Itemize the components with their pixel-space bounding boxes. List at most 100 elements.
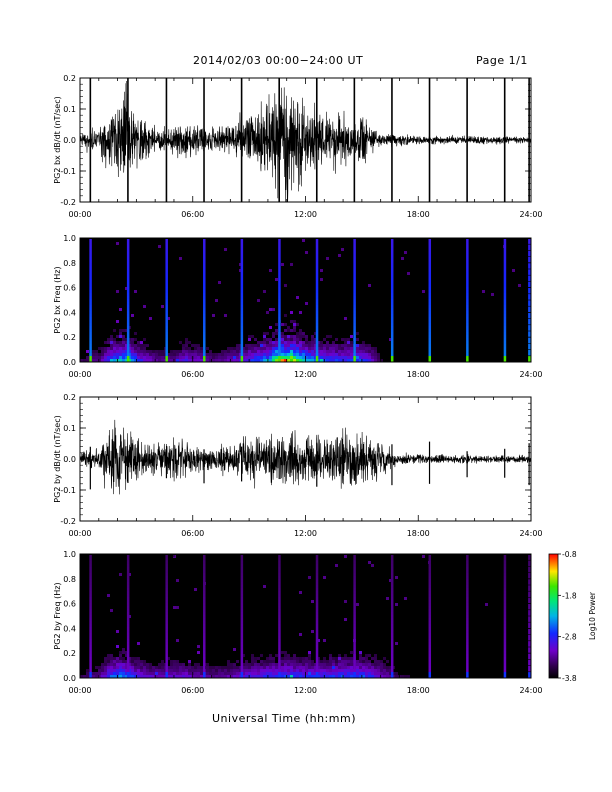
calibration-stripe-cell — [503, 245, 507, 248]
calibration-stripe-cell — [528, 561, 531, 564]
spectrogram-cell — [374, 669, 377, 672]
calibration-stripe-cell — [390, 657, 394, 660]
spectrogram-cell — [143, 344, 146, 347]
spectrogram-cell — [206, 672, 209, 675]
spectrogram-cell — [119, 663, 122, 666]
spectrogram-cell — [344, 657, 347, 660]
spectrogram-cell — [365, 359, 368, 362]
colorbar-tick-label: -0.8 — [562, 550, 577, 559]
calibration-stripe-cell — [428, 624, 432, 627]
spectrogram-cell — [254, 657, 257, 660]
spectrogram-cell — [281, 666, 284, 669]
calibration-stripe-cell — [278, 612, 281, 615]
spectrogram-cell — [290, 675, 293, 678]
spectrogram-cell — [326, 660, 329, 663]
calibration-stripe-cell — [240, 245, 244, 248]
calibration-stripe-cell — [528, 630, 531, 633]
spectrogram-cell — [326, 341, 329, 344]
spectrogram-cell — [116, 242, 119, 245]
spectrogram-cell — [137, 666, 140, 669]
spectrogram-cell — [281, 353, 284, 356]
spectrogram-cell — [347, 359, 350, 362]
spectrogram-cell — [95, 353, 98, 356]
spectrogram-cell — [158, 675, 161, 678]
spectrogram-cell — [311, 672, 314, 675]
spectrogram-cell — [122, 666, 125, 669]
spectrogram-cell — [320, 353, 323, 356]
spectrogram-cell — [365, 669, 368, 672]
calibration-stripe-cell — [165, 660, 168, 663]
calibration-stripe-cell — [203, 299, 206, 302]
calibration-stripe-cell — [126, 612, 130, 615]
calibration-stripe-cell — [503, 588, 507, 591]
spectrogram-cell — [131, 353, 134, 356]
calibration-stripe-cell — [165, 272, 168, 275]
calibration-stripe-cell — [315, 356, 319, 359]
calibration-stripe-cell — [390, 618, 394, 621]
spectrogram-cell — [302, 675, 305, 678]
spectrogram-cell — [281, 332, 284, 335]
spectrogram-cell — [194, 344, 197, 347]
calibration-stripe-cell — [428, 269, 432, 272]
calibration-stripe-cell — [390, 561, 394, 564]
spectrogram-cell — [386, 669, 389, 672]
spectrogram-cell — [227, 675, 230, 678]
spectrogram-cell — [290, 350, 293, 353]
calibration-stripe-cell — [203, 561, 206, 564]
spectrogram-cell — [299, 356, 302, 359]
spectrogram-cell — [293, 672, 296, 675]
spectrogram-cell — [197, 663, 200, 666]
spectrogram-cell — [173, 672, 176, 675]
calibration-stripe-cell — [240, 594, 244, 597]
spectrogram-cell — [368, 561, 371, 564]
spectrogram-cell — [284, 675, 287, 678]
spectrogram-cell — [215, 356, 218, 359]
calibration-stripe-cell — [126, 290, 130, 293]
spectrogram-cell — [272, 350, 275, 353]
calibration-stripe-cell — [203, 332, 206, 335]
spectrogram-cell — [113, 666, 116, 669]
spectrogram-cell — [284, 284, 287, 287]
spectrogram-cell — [137, 347, 140, 350]
calibration-stripe-cell — [503, 278, 507, 281]
spectrogram-cell — [284, 341, 287, 344]
calibration-stripe-cell — [89, 353, 92, 356]
spectrogram-cell — [374, 663, 377, 666]
spectrogram-cell — [209, 669, 212, 672]
calibration-stripe-cell — [390, 308, 394, 311]
calibration-stripe-cell — [278, 654, 281, 657]
spectrogram-cell — [281, 660, 284, 663]
calibration-stripe-cell — [390, 630, 394, 633]
colorbar-tick-label: -1.8 — [562, 591, 577, 600]
spectrogram-cell — [101, 669, 104, 672]
spectrogram-cell — [392, 666, 395, 669]
spectrogram-cell — [308, 669, 311, 672]
calibration-stripe-cell — [165, 356, 168, 359]
calibration-stripe-cell — [165, 263, 168, 266]
calibration-stripe-cell — [390, 248, 394, 251]
calibration-stripe-cell — [353, 675, 356, 678]
calibration-stripe-cell — [278, 332, 281, 335]
spectrogram-cell — [263, 353, 266, 356]
spectrogram-cell — [386, 675, 389, 678]
spectrogram-cell — [344, 356, 347, 359]
spectrogram-cell — [143, 669, 146, 672]
calibration-stripe-cell — [428, 561, 432, 564]
spectrogram-cell — [119, 308, 122, 311]
spectrogram-cell — [302, 341, 305, 344]
spectrogram-cell — [290, 344, 293, 347]
spectrogram-cell — [176, 639, 179, 642]
calibration-stripe-cell — [390, 329, 394, 332]
spectrogram-cell — [296, 335, 299, 338]
spectrogram-cell — [275, 666, 278, 669]
spectrogram-cell — [374, 654, 377, 657]
calibration-stripe-cell — [353, 281, 356, 284]
calibration-stripe-cell — [353, 663, 356, 666]
calibration-stripe-cell — [203, 239, 206, 242]
spectrogram-cell — [368, 350, 371, 353]
calibration-stripe-cell — [353, 260, 356, 263]
calibration-stripe-cell — [428, 263, 432, 266]
calibration-stripe-cell — [428, 284, 432, 287]
calibration-stripe-cell — [353, 588, 356, 591]
spectrogram-cell — [185, 347, 188, 350]
